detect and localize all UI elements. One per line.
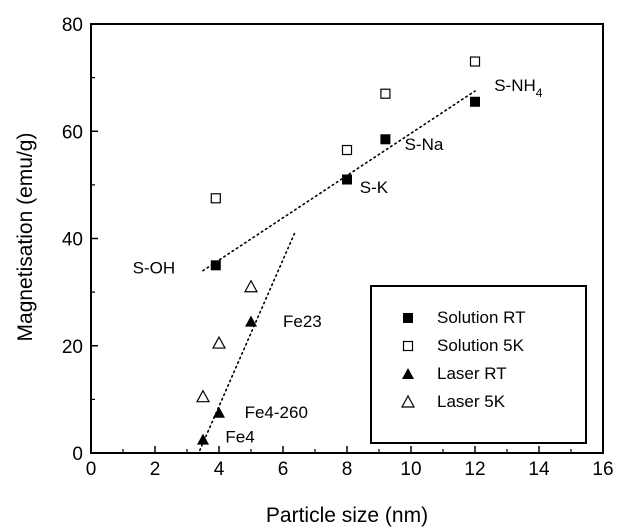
x-tick-label: 8 (342, 459, 353, 480)
y-tick-label: 40 (62, 230, 83, 251)
y-axis-title: Magnetisation (emu/g) (14, 133, 37, 342)
x-tick-label: 10 (400, 459, 421, 480)
annotation-text: S-OH (133, 258, 176, 277)
legend-label: Solution RT (437, 308, 526, 327)
data-point (380, 88, 391, 99)
legend-box (370, 285, 587, 444)
x-tick-label: 2 (150, 459, 161, 480)
data-point (341, 144, 353, 156)
data-point (469, 56, 481, 67)
data-point (245, 315, 257, 327)
plot-layer: 0 2 4 6 8 10 12 14 16020406080S-OHS-KS-NaS-NH4Fe… (62, 15, 614, 480)
annotation-subscript: 4 (536, 86, 543, 100)
dotted-fit-line (202, 90, 476, 272)
legend-marker (402, 368, 414, 379)
x-tick-label: 14 (528, 459, 550, 480)
data-point (210, 260, 221, 271)
point-annotation: S-OH (133, 258, 176, 277)
annotation-text: Fe4 (225, 427, 254, 446)
data-point (243, 279, 259, 293)
annotation-text: S-K (360, 178, 389, 197)
x-tick-label: 6 (278, 459, 289, 480)
point-annotation: Fe4-260 (245, 403, 308, 422)
annotation-text: Fe4-260 (245, 403, 308, 422)
point-annotation: Fe4 (225, 427, 254, 446)
point-annotation: S-Na (405, 135, 444, 154)
legend-marker (403, 313, 413, 323)
x-tick-label: 0 (86, 459, 97, 480)
legend-label: Laser RT (437, 364, 507, 383)
y-tick-label: 0 (72, 444, 83, 465)
y-tick-label: 80 (62, 15, 83, 36)
legend-marker (400, 394, 416, 408)
legend-label: Laser 5K (437, 392, 506, 411)
data-point (197, 433, 209, 445)
point-annotation: S-NH4 (494, 76, 543, 100)
x-tick-label: 12 (464, 459, 485, 480)
data-point (380, 134, 391, 145)
legend-label: Solution 5K (437, 336, 525, 355)
annotation-text: Fe23 (283, 312, 322, 331)
data-point (211, 335, 227, 349)
data-point (342, 174, 352, 185)
annotation-text: S-Na (405, 135, 444, 154)
annotation-text: S-NH (494, 76, 536, 95)
x-tick-label: 4 (214, 459, 225, 480)
data-point (210, 193, 221, 204)
point-annotation: S-K (360, 178, 389, 197)
y-tick-label: 60 (62, 122, 83, 143)
point-annotation: Fe23 (283, 312, 322, 331)
legend-marker (402, 340, 414, 352)
x-axis-title: Particle size (nm) (266, 504, 428, 527)
data-point (213, 406, 225, 418)
y-tick-label: 20 (62, 337, 83, 358)
data-point (195, 389, 211, 403)
x-tick-label: 16 (592, 459, 613, 480)
data-point (470, 96, 480, 107)
